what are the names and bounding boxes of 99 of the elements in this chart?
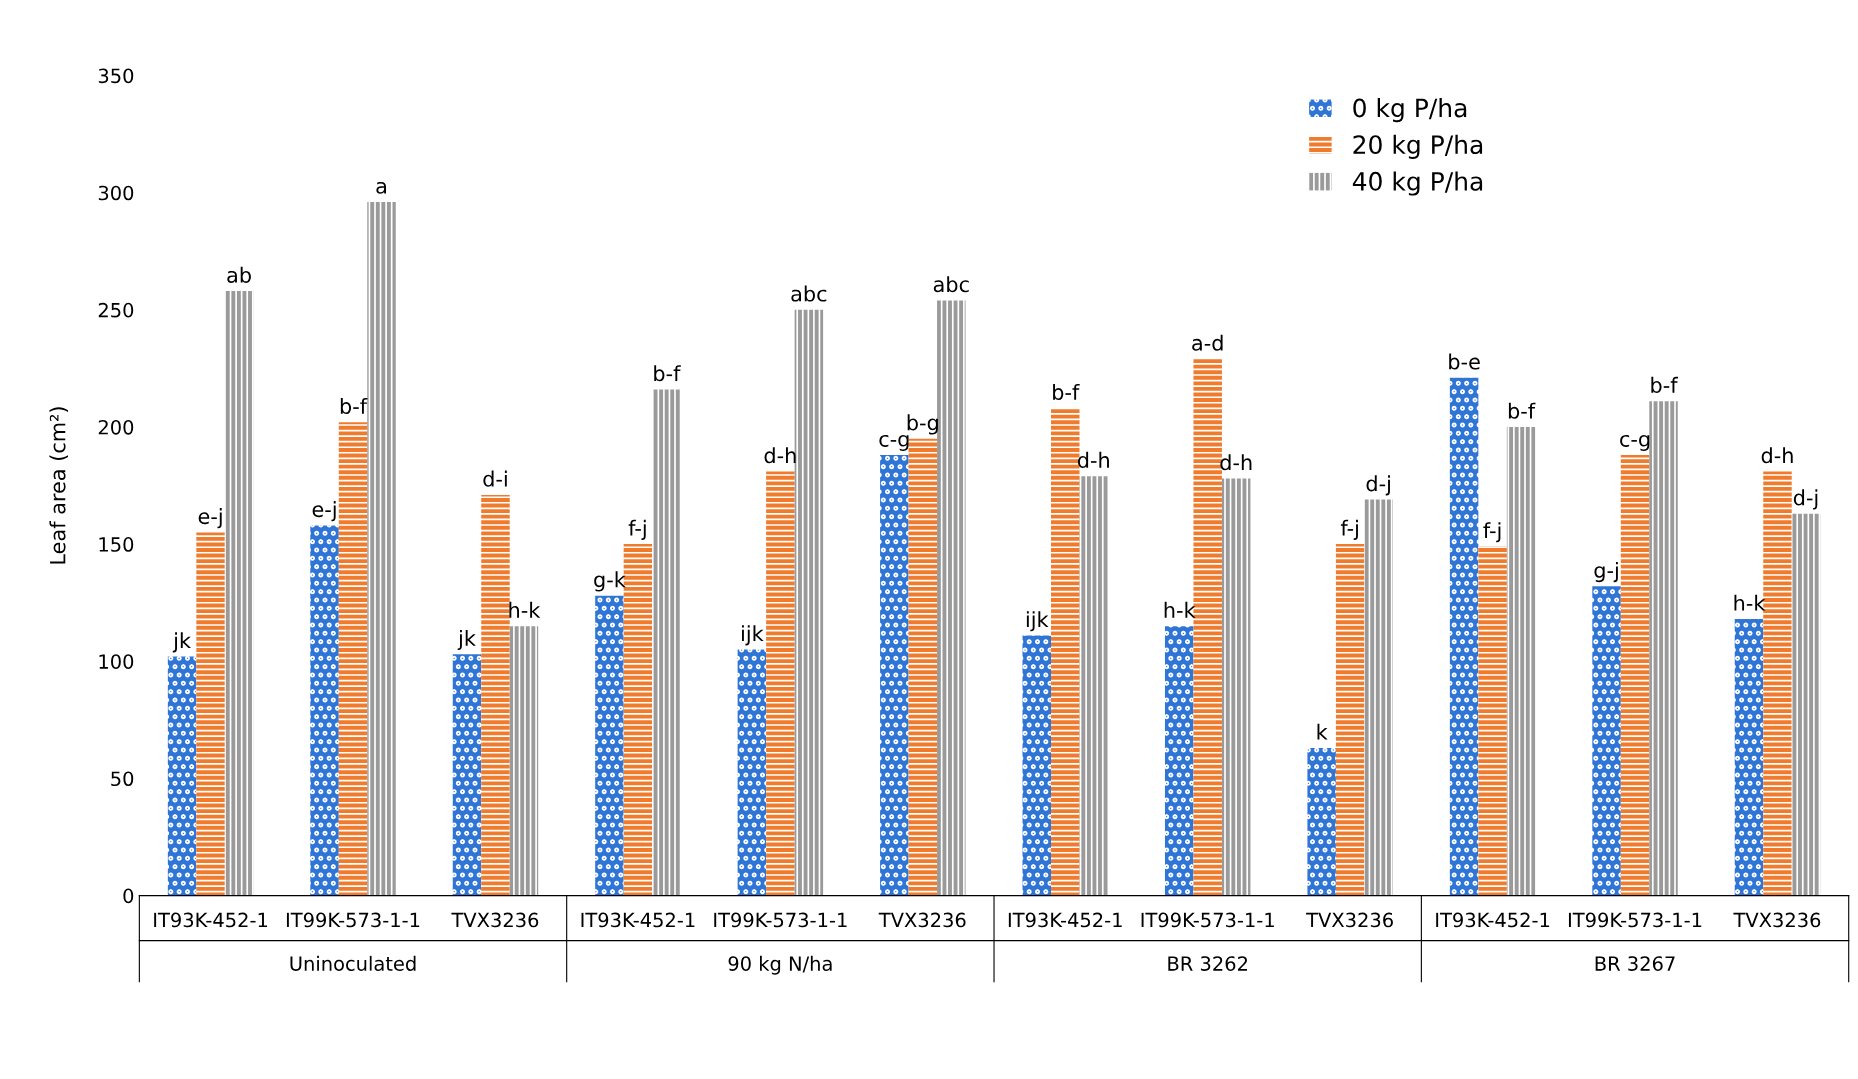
data-label: jk: [172, 632, 191, 653]
text: Uninoculated: [290, 955, 416, 971]
data-label: abc: [791, 285, 827, 302]
bar: [880, 455, 909, 896]
x-tick-label: IT99K-573-1-1: [286, 912, 420, 928]
data-label: abc: [933, 276, 969, 293]
x-tick-label: TVX3236: [1306, 912, 1393, 928]
bar: [196, 532, 225, 896]
data-label: d-h: [1220, 454, 1252, 471]
y-tick-label: 350: [98, 68, 134, 84]
data-label: d-i: [483, 470, 507, 487]
x-tick-label: TVX3236: [1733, 912, 1821, 928]
x-tick-label: IT99K-573-1-1: [1568, 912, 1702, 928]
data-label: h-k: [1164, 601, 1196, 618]
bar: [1592, 586, 1621, 896]
data-label: b-g: [907, 414, 938, 435]
legend-label: 40 kg P/ha: [1352, 171, 1483, 196]
x-tick-label: TVX3236: [878, 912, 966, 928]
bar: [1478, 546, 1507, 896]
data-label: ab: [227, 266, 251, 283]
bar: [1364, 499, 1393, 896]
y-tick-label: 100: [99, 654, 134, 669]
bar: [652, 389, 681, 896]
data-label: h-k: [1734, 594, 1766, 611]
x-tick-label: IT93K-452-1: [1008, 912, 1122, 928]
bar: [338, 422, 368, 896]
bar: [310, 525, 339, 896]
data-label: h-k: [509, 601, 541, 618]
data-label: ijk: [742, 625, 764, 646]
bar: [224, 291, 254, 896]
data-label: c-g: [879, 434, 909, 451]
data-label: b-f: [1651, 376, 1678, 393]
x-tick-label: IT93K-452-1: [1436, 912, 1550, 928]
data-label: jk: [457, 629, 476, 651]
y-tick-label: 0: [123, 888, 134, 904]
bar: [1506, 426, 1536, 896]
bar: [1193, 359, 1222, 896]
bar: [1079, 476, 1108, 896]
bar: [908, 438, 938, 896]
x-tick-label: TVX3236: [451, 912, 539, 928]
data-label: d-j: [1793, 489, 1818, 510]
data-label: b-e: [1449, 353, 1480, 370]
x-tick-label: IT93K-452-1: [154, 912, 268, 928]
data-label: f-j: [1340, 519, 1358, 540]
data-label: d-j: [1366, 475, 1390, 496]
bar: [1335, 544, 1365, 896]
bar: [481, 494, 510, 896]
data-label: f-j: [628, 519, 646, 540]
bar: [1221, 478, 1251, 896]
bar: [1649, 401, 1678, 896]
data-label: e-j: [312, 501, 336, 522]
bar: [1791, 513, 1821, 896]
bar: [737, 649, 767, 896]
data-label: d-h: [1077, 451, 1109, 468]
bar: [1164, 626, 1194, 896]
data-label: b-f: [654, 365, 681, 382]
data-label: d-h: [1761, 447, 1793, 464]
y-tick-label: 200: [98, 419, 134, 435]
bar: [1449, 377, 1479, 896]
y-tick-label: 150: [99, 537, 134, 552]
bar: [367, 202, 396, 896]
data-label: g-k: [594, 571, 626, 592]
bar: [1734, 619, 1764, 896]
legend-label: 0 kg P/ha: [1353, 98, 1467, 123]
y-tick-label: 50: [111, 771, 134, 787]
x-tick-label: IT93K-452-1: [581, 912, 695, 928]
bar: [766, 471, 795, 896]
data-label: b-f: [1053, 383, 1080, 401]
data-label: a: [376, 181, 386, 194]
text: 90 kg N/ha: [728, 955, 832, 975]
data-label: d-h: [764, 447, 796, 464]
bar: [595, 595, 624, 896]
data-label: b-f: [1508, 402, 1536, 419]
y-axis-title: Leaf area (cm²): [49, 407, 69, 564]
bar: [1022, 635, 1052, 896]
x-tick-label: IT99K-573-1-1: [1141, 912, 1274, 928]
data-label: c-g: [1620, 434, 1650, 451]
data-label: g-j: [1594, 561, 1618, 583]
text: BR 3262: [1168, 956, 1248, 971]
bar: [509, 626, 539, 896]
text: BR 3267: [1595, 956, 1675, 971]
data-label: e-j: [198, 508, 222, 529]
bar: [794, 309, 824, 896]
bar: [167, 656, 197, 896]
legend-label: 20 kg P/ha: [1353, 134, 1483, 159]
data-label: k: [1317, 723, 1328, 740]
data-label: f-j: [1483, 522, 1501, 543]
bar: [1051, 408, 1080, 896]
x-tick-label: IT99K-573-1-1: [714, 912, 847, 928]
data-label: ijk: [1026, 611, 1049, 632]
bar: [1307, 747, 1336, 896]
bar: [1620, 455, 1650, 896]
bar: [452, 654, 482, 896]
y-tick-label: 250: [98, 302, 134, 318]
bar: [937, 300, 966, 896]
data-label: b-f: [340, 397, 368, 415]
y-tick-label: 300: [98, 185, 134, 201]
data-label: a-d: [1192, 334, 1223, 351]
bar: [1763, 471, 1792, 896]
